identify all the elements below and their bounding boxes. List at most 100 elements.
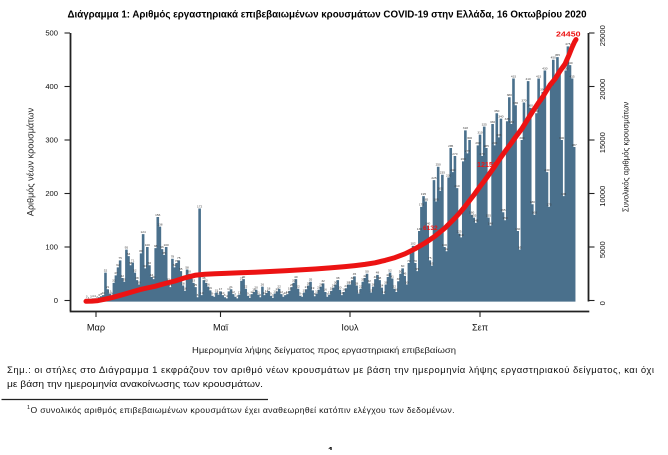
- svg-text:70: 70: [413, 259, 417, 263]
- svg-text:100: 100: [145, 243, 150, 247]
- svg-text:335: 335: [505, 117, 510, 121]
- svg-text:44: 44: [150, 273, 154, 277]
- svg-text:4: 4: [236, 294, 238, 298]
- svg-text:96: 96: [160, 245, 164, 249]
- svg-text:30: 30: [349, 280, 353, 284]
- svg-text:172: 172: [197, 204, 202, 208]
- svg-text:Σημ.: οι στήλες στο Διάγραμμα: Σημ.: οι στήλες στο Διάγραμμα 1 εκφράζου…: [7, 365, 654, 376]
- svg-text:11: 11: [328, 290, 331, 294]
- svg-text:195: 195: [561, 192, 566, 196]
- svg-text:66: 66: [129, 261, 133, 265]
- svg-text:35: 35: [167, 278, 171, 282]
- svg-text:330: 330: [509, 120, 514, 124]
- svg-text:350: 350: [494, 109, 499, 113]
- svg-text:40: 40: [242, 275, 246, 279]
- svg-text:44: 44: [386, 273, 390, 277]
- svg-text:Ιουλ: Ιουλ: [341, 323, 359, 333]
- svg-text:Ημερομηνία λήψης δείγματος προ: Ημερομηνία λήψης δείγματος προς εργαστηρ…: [192, 345, 456, 355]
- svg-text:16: 16: [252, 288, 256, 292]
- svg-text:Σεπ: Σεπ: [472, 323, 488, 333]
- svg-text:415: 415: [511, 74, 516, 78]
- svg-text:230: 230: [446, 173, 451, 177]
- svg-text:250: 250: [436, 163, 441, 167]
- svg-text:9: 9: [247, 291, 249, 295]
- svg-text:6: 6: [98, 293, 100, 297]
- svg-text:22: 22: [277, 285, 281, 289]
- svg-text:175: 175: [546, 203, 551, 207]
- svg-text:95: 95: [125, 245, 129, 249]
- svg-text:5000: 5000: [598, 241, 607, 258]
- svg-text:455: 455: [555, 53, 560, 57]
- svg-text:75: 75: [177, 256, 181, 260]
- svg-text:23: 23: [344, 284, 348, 288]
- svg-text:62: 62: [173, 263, 177, 267]
- svg-text:66: 66: [148, 261, 152, 265]
- svg-text:7: 7: [213, 293, 215, 297]
- svg-text:7: 7: [301, 293, 303, 297]
- svg-text:13: 13: [315, 289, 319, 293]
- svg-text:52: 52: [104, 268, 108, 272]
- svg-text:15: 15: [215, 288, 219, 292]
- svg-text:36: 36: [397, 277, 401, 281]
- svg-text:365: 365: [513, 101, 518, 105]
- svg-text:1: 1: [88, 296, 90, 300]
- svg-text:300: 300: [467, 136, 472, 140]
- svg-text:50: 50: [399, 270, 403, 274]
- svg-text:275: 275: [465, 149, 470, 153]
- svg-text:310: 310: [477, 130, 482, 134]
- svg-text:46: 46: [403, 272, 407, 276]
- svg-text:415: 415: [569, 74, 574, 78]
- svg-text:9: 9: [111, 291, 113, 295]
- svg-text:140: 140: [488, 221, 493, 225]
- svg-text:156: 156: [155, 213, 160, 217]
- svg-text:32: 32: [367, 279, 371, 283]
- svg-text:42: 42: [363, 274, 367, 278]
- svg-text:0: 0: [54, 296, 58, 305]
- svg-text:185: 185: [423, 197, 428, 201]
- svg-text:10: 10: [200, 291, 204, 295]
- svg-text:62: 62: [116, 263, 120, 267]
- svg-text:13: 13: [108, 289, 112, 293]
- svg-text:18: 18: [183, 287, 187, 291]
- svg-text:30: 30: [137, 280, 141, 284]
- svg-text:25: 25: [169, 283, 173, 287]
- svg-text:430: 430: [563, 66, 568, 70]
- svg-text:98: 98: [154, 244, 158, 248]
- svg-text:12: 12: [250, 290, 254, 294]
- svg-text:33: 33: [292, 279, 296, 283]
- svg-text:75: 75: [428, 256, 432, 260]
- svg-text:390: 390: [540, 88, 545, 92]
- svg-text:18: 18: [267, 287, 271, 291]
- svg-text:125: 125: [456, 229, 461, 233]
- svg-text:12: 12: [231, 290, 235, 294]
- svg-text:300: 300: [45, 136, 58, 145]
- svg-text:12: 12: [382, 290, 386, 294]
- svg-text:130: 130: [515, 227, 520, 231]
- svg-text:1: 1: [328, 446, 334, 450]
- svg-text:13: 13: [273, 289, 277, 293]
- svg-text:38: 38: [351, 276, 355, 280]
- svg-text:40: 40: [152, 275, 156, 279]
- svg-text:33: 33: [204, 279, 208, 283]
- svg-text:6: 6: [259, 293, 261, 297]
- svg-text:30: 30: [334, 280, 338, 284]
- svg-text:52: 52: [388, 268, 392, 272]
- svg-text:4: 4: [94, 294, 96, 298]
- svg-text:240: 240: [450, 168, 455, 172]
- svg-text:7: 7: [282, 293, 284, 297]
- svg-text:475: 475: [565, 42, 570, 46]
- svg-text:440: 440: [567, 61, 572, 65]
- svg-text:26: 26: [261, 282, 265, 286]
- svg-text:Αριθμός νέων κρουσμάτων: Αριθμός νέων κρουσμάτων: [26, 107, 36, 216]
- svg-text:78: 78: [171, 255, 175, 259]
- svg-text:140: 140: [425, 221, 430, 225]
- svg-text:430: 430: [542, 66, 547, 70]
- svg-text:205: 205: [438, 187, 443, 191]
- svg-text:24450: 24450: [556, 32, 581, 39]
- svg-text:71: 71: [131, 258, 135, 262]
- svg-text:318: 318: [463, 126, 468, 130]
- svg-text:33: 33: [112, 279, 116, 283]
- svg-text:100: 100: [45, 243, 58, 252]
- svg-text:100: 100: [164, 243, 169, 247]
- svg-text:450: 450: [551, 56, 556, 60]
